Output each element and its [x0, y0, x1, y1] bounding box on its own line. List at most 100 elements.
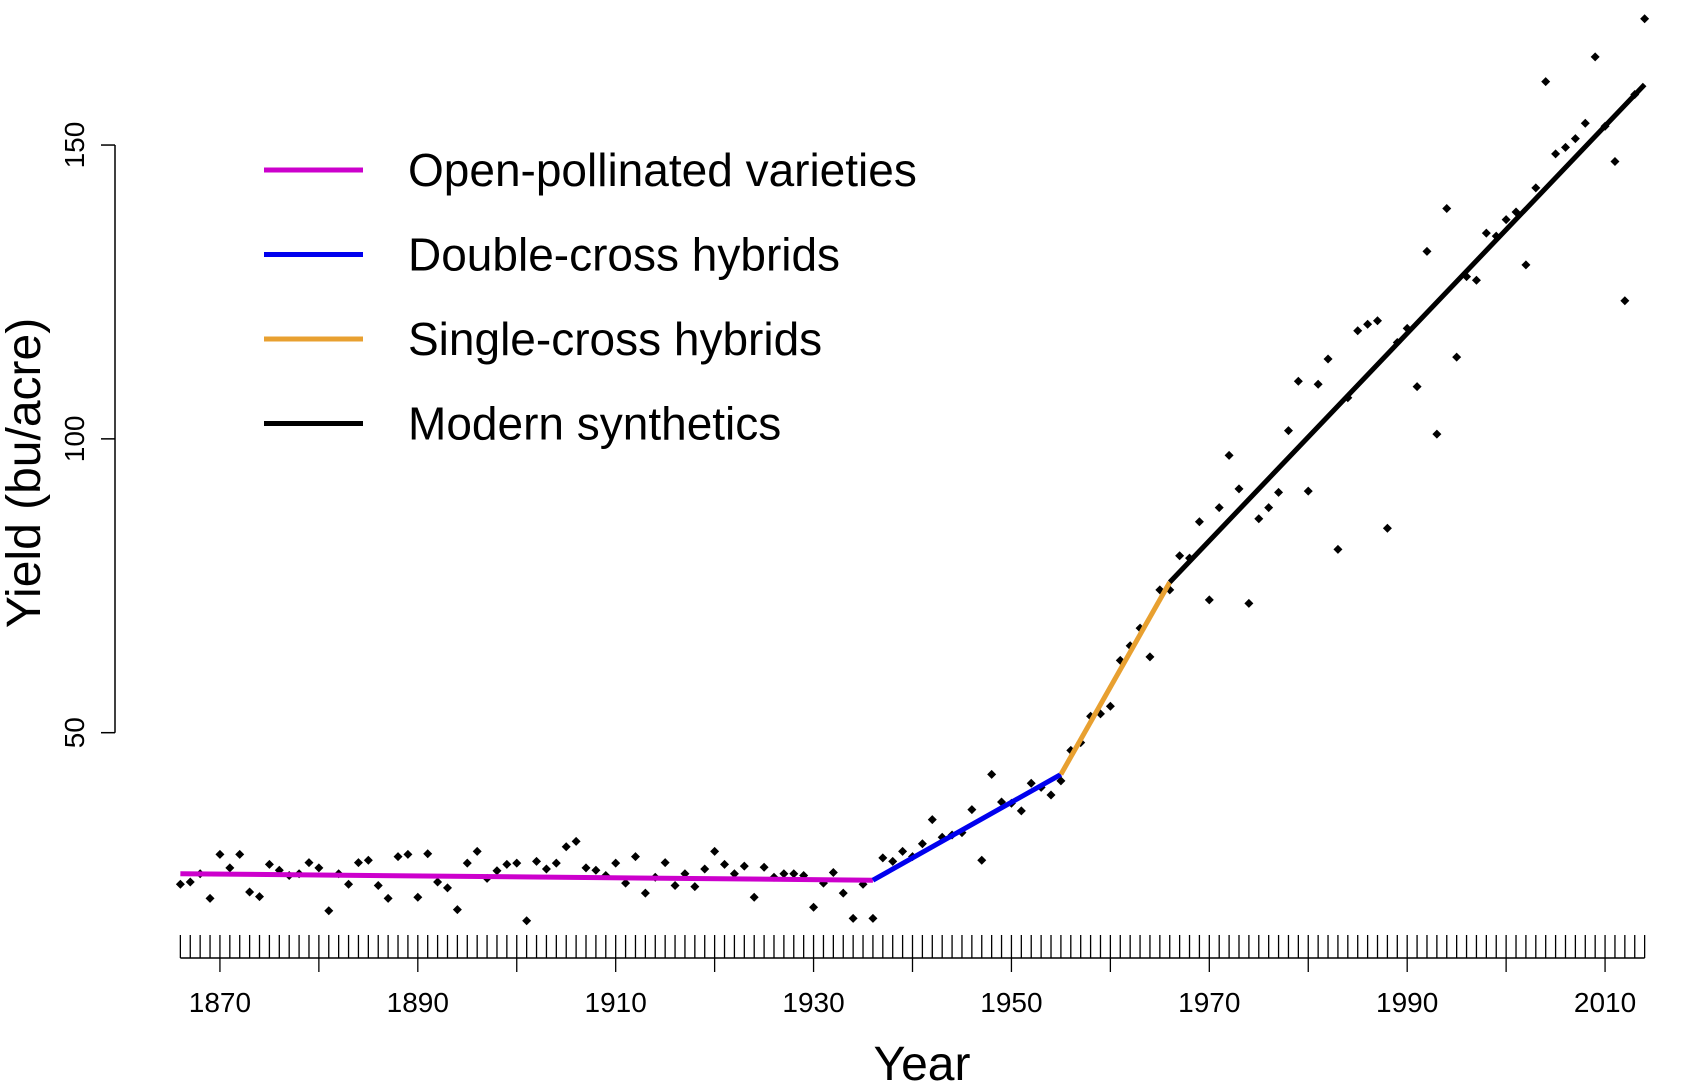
data-point [1501, 215, 1511, 225]
data-point [1204, 595, 1214, 605]
data-point [1541, 77, 1551, 87]
data-point [423, 849, 433, 859]
trend-line [1167, 82, 1647, 584]
data-point [1412, 382, 1422, 392]
data-point [314, 863, 324, 873]
data-point [1353, 326, 1363, 336]
data-point [373, 880, 383, 890]
data-point [1640, 14, 1650, 24]
data-point [690, 882, 700, 892]
data-point [512, 858, 522, 868]
data-point [205, 893, 215, 903]
data-point [1610, 156, 1620, 166]
data-point [749, 892, 759, 902]
x-axis-title: Year [874, 1038, 971, 1088]
data-point [917, 839, 927, 849]
legend-label: Single-cross hybrids [408, 313, 822, 365]
data-point [551, 858, 561, 868]
data-point [403, 849, 413, 859]
data-point [630, 852, 640, 862]
data-point [809, 902, 819, 912]
data-point [393, 852, 403, 862]
data-point [660, 858, 670, 868]
data-point [759, 862, 769, 872]
data-point [1471, 275, 1481, 285]
data-point [927, 815, 937, 825]
x-tick-label: 1890 [387, 987, 449, 1018]
trend-line [180, 871, 873, 883]
data-point [621, 878, 631, 888]
data-point [1570, 134, 1580, 144]
trend-line [871, 772, 1063, 883]
data-point [1293, 376, 1303, 386]
data-point [472, 846, 482, 856]
data-point [1303, 486, 1313, 496]
data-point [898, 846, 908, 856]
data-point [304, 858, 314, 868]
data-point [868, 913, 878, 923]
data-point [1046, 790, 1056, 800]
data-point [185, 877, 195, 887]
data-point [611, 858, 621, 868]
trend-line [1058, 581, 1172, 776]
data-point [532, 856, 542, 866]
data-point [433, 877, 443, 887]
data-point [383, 893, 393, 903]
data-point [1175, 551, 1185, 561]
data-point [729, 869, 739, 879]
data-point [1264, 503, 1274, 513]
data-point [215, 849, 225, 859]
data-point [1620, 296, 1630, 306]
data-point [828, 868, 838, 878]
data-point [1580, 118, 1590, 128]
x-tick-label: 1950 [980, 987, 1042, 1018]
data-point [1234, 484, 1244, 494]
x-tick-label: 1870 [189, 987, 251, 1018]
data-point [264, 859, 274, 869]
data-point [1442, 204, 1452, 214]
data-point [1382, 523, 1392, 533]
x-tick-label: 1930 [782, 987, 844, 1018]
data-point [1432, 429, 1442, 439]
x-tick-label: 1990 [1376, 987, 1438, 1018]
data-point [1531, 183, 1541, 193]
data-point [462, 858, 472, 868]
legend-label: Double-cross hybrids [408, 229, 840, 281]
data-point [888, 856, 898, 866]
data-point [1590, 52, 1600, 62]
data-point [225, 863, 235, 873]
data-point [710, 846, 720, 856]
data-point [739, 861, 749, 871]
data-point [1056, 776, 1066, 786]
x-tick-label: 1910 [585, 987, 647, 1018]
data-point [1422, 246, 1432, 256]
data-point [1194, 517, 1204, 527]
data-point [670, 880, 680, 890]
data-point [245, 887, 255, 897]
data-point [987, 769, 997, 779]
data-point [1481, 228, 1491, 238]
legend-label: Open-pollinated varieties [408, 144, 917, 196]
data-point [452, 905, 462, 915]
data-point [1313, 379, 1323, 389]
data-point [363, 855, 373, 865]
data-point [1323, 354, 1333, 364]
data-point [1333, 544, 1343, 554]
y-tick-label: 150 [59, 122, 90, 169]
data-point [442, 883, 452, 893]
data-point [541, 864, 551, 874]
data-point [1560, 142, 1570, 152]
data-point [581, 863, 591, 873]
x-tick-label: 1970 [1178, 987, 1240, 1018]
data-point [779, 869, 789, 879]
data-point [1016, 806, 1026, 816]
data-point [1274, 487, 1284, 497]
data-point [700, 864, 710, 874]
data-point [1363, 319, 1373, 329]
legend-label: Modern synthetics [408, 398, 781, 450]
data-point [1254, 514, 1264, 524]
data-point [640, 888, 650, 898]
data-point [175, 879, 185, 889]
